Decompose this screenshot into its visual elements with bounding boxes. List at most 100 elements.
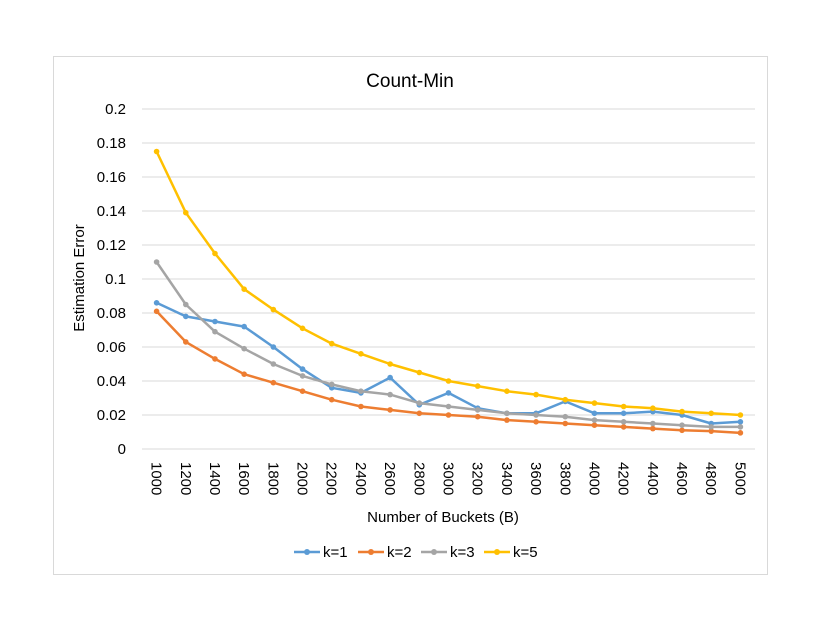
series-lines <box>153 148 744 436</box>
legend-label: k=3 <box>450 544 475 561</box>
x-tick-label: 4000 <box>585 462 602 495</box>
data-point <box>737 424 744 430</box>
data-point <box>241 371 247 378</box>
data-point <box>591 400 598 406</box>
data-point <box>504 388 510 395</box>
data-point <box>387 361 393 367</box>
legend-label: k=1 <box>323 544 348 561</box>
data-point <box>445 390 452 396</box>
data-point <box>591 422 598 429</box>
data-point <box>533 419 539 425</box>
data-point <box>270 344 277 350</box>
x-tick-label: 3600 <box>527 462 544 495</box>
x-axis-ticks: 1000 1200 1400 1600 1800 2000 2200 2400 2600 2800… <box>148 462 749 495</box>
legend-marker <box>304 549 310 555</box>
chart-title: Count-Min <box>366 71 454 92</box>
data-point <box>679 408 685 415</box>
data-point <box>474 407 481 413</box>
x-tick-label: 1000 <box>148 462 165 495</box>
y-axis-ticks: 0 0.02 0.04 0.06 0.08 0.1 0.12 0.14 0.16 0.18 0.2 <box>97 101 126 458</box>
data-point <box>153 148 160 155</box>
data-point <box>387 374 393 381</box>
data-point <box>328 396 335 403</box>
x-tick-label: 2800 <box>410 462 427 495</box>
data-point <box>650 425 656 432</box>
legend-item: k=3 <box>421 544 475 561</box>
data-point <box>416 400 423 406</box>
y-tick-label: 0.14 <box>97 203 126 220</box>
y-tick-label: 0.08 <box>97 305 126 322</box>
data-point <box>591 410 598 417</box>
y-tick-label: 0.04 <box>97 373 126 390</box>
x-tick-label: 2400 <box>352 462 369 495</box>
legend: k=1 k=2 k=3 k=5 <box>294 544 538 561</box>
data-point <box>182 313 189 320</box>
data-point <box>153 300 160 306</box>
x-tick-label: 2200 <box>323 462 340 495</box>
data-point <box>591 417 598 423</box>
data-point <box>679 427 685 434</box>
data-point <box>679 422 685 429</box>
x-tick-label: 1800 <box>264 462 281 495</box>
data-point <box>737 412 744 418</box>
y-tick-label: 0.1 <box>105 271 126 288</box>
x-tick-label: 4200 <box>615 462 632 495</box>
x-tick-label: 5000 <box>731 462 748 495</box>
data-point <box>562 396 569 403</box>
data-point <box>241 323 247 330</box>
x-tick-label: 4800 <box>702 462 719 495</box>
data-point <box>650 405 656 412</box>
y-tick-label: 0.12 <box>97 237 126 254</box>
data-point <box>299 366 306 372</box>
y-tick-label: 0.02 <box>97 407 126 424</box>
data-point <box>474 413 481 420</box>
data-point <box>562 413 569 420</box>
data-point <box>212 356 218 362</box>
x-tick-label: 3000 <box>440 462 457 495</box>
data-point <box>358 351 364 357</box>
series-k3 <box>153 259 744 430</box>
data-point <box>620 403 627 410</box>
data-point <box>182 339 189 345</box>
data-point <box>620 424 627 430</box>
data-point <box>328 381 335 388</box>
data-point <box>182 301 189 308</box>
x-tick-label: 1200 <box>177 462 194 495</box>
data-point <box>416 369 423 376</box>
x-tick-label: 3800 <box>556 462 573 495</box>
legend-marker <box>368 549 374 555</box>
series-k2 <box>153 308 744 436</box>
data-point <box>212 328 218 335</box>
data-point <box>650 420 656 427</box>
data-point <box>270 361 277 367</box>
data-point <box>620 410 627 417</box>
legend-marker <box>494 549 500 555</box>
data-point <box>182 209 189 216</box>
data-point <box>445 403 452 410</box>
data-point <box>504 417 510 423</box>
data-point <box>533 412 539 418</box>
data-point <box>270 306 277 313</box>
data-point <box>387 407 393 413</box>
y-tick-label: 0.06 <box>97 339 126 356</box>
legend-label: k=2 <box>387 544 412 561</box>
data-point <box>241 345 247 352</box>
x-tick-label: 4600 <box>673 462 690 495</box>
x-axis-title: Number of Buckets (B) <box>367 509 519 526</box>
x-tick-label: 3400 <box>498 462 515 495</box>
data-point <box>533 391 539 398</box>
y-tick-label: 0.18 <box>97 135 126 152</box>
data-point <box>153 259 160 265</box>
data-point <box>270 379 277 386</box>
x-tick-label: 4400 <box>644 462 661 495</box>
y-axis-title: Estimation Error <box>71 224 88 332</box>
legend-marker <box>431 549 437 555</box>
data-point <box>358 388 364 395</box>
x-tick-label: 2000 <box>294 462 311 495</box>
data-point <box>562 420 569 427</box>
legend-item: k=5 <box>484 544 538 561</box>
data-point <box>328 340 335 347</box>
x-tick-label: 3200 <box>469 462 486 495</box>
x-tick-label: 1600 <box>235 462 252 495</box>
